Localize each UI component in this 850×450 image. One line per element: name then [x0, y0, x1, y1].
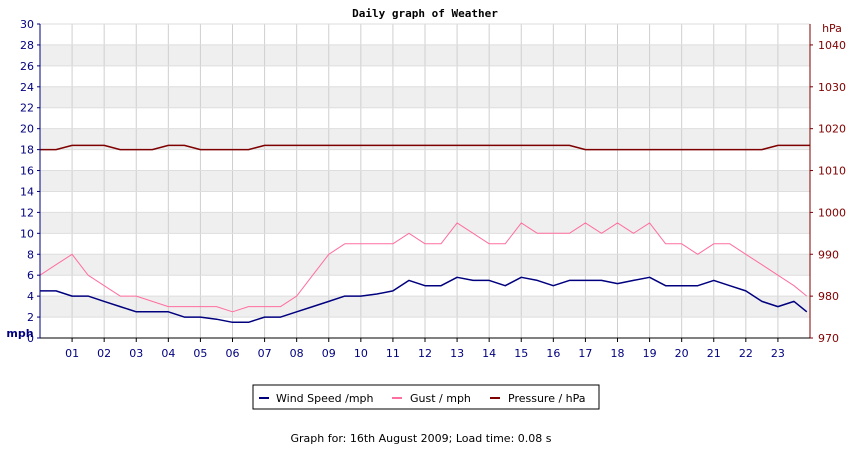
right-tick-label: 990 — [818, 248, 839, 261]
left-tick-label: 8 — [27, 248, 34, 261]
footer-note: Graph for: 16th August 2009; Load time: … — [291, 432, 552, 445]
x-tick-label: 12 — [418, 347, 432, 360]
series-line-gust — [39, 222, 808, 313]
x-tick-label: 18 — [611, 347, 625, 360]
x-tick-label: 11 — [386, 347, 400, 360]
legend-label-pressure: Pressure / hPa — [508, 392, 586, 405]
x-tick-label: 23 — [771, 347, 785, 360]
right-tick-label: 1020 — [818, 123, 846, 136]
x-tick-label: 08 — [290, 347, 304, 360]
x-tick-label: 05 — [193, 347, 207, 360]
x-tick-label: 21 — [707, 347, 721, 360]
left-axis-unit: mph — [6, 327, 33, 340]
left-tick-label: 6 — [27, 269, 34, 282]
legend-label-gust: Gust / mph — [410, 392, 471, 405]
series-line-pressure — [40, 144, 810, 151]
x-tick-label: 20 — [675, 347, 689, 360]
x-tick-label: 22 — [739, 347, 753, 360]
left-tick-label: 30 — [20, 18, 34, 31]
left-tick-label: 24 — [20, 81, 34, 94]
x-tick-label: 01 — [65, 347, 79, 360]
right-axis-ticks: 970 980 990 1000 1010 1020 1030 1040 — [810, 39, 846, 345]
x-tick-label: 15 — [514, 347, 528, 360]
x-tick-label: 14 — [482, 347, 496, 360]
left-tick-label: 16 — [20, 165, 34, 178]
x-tick-label: 19 — [643, 347, 657, 360]
left-tick-label: 14 — [20, 185, 34, 198]
x-tick-label: 09 — [322, 347, 336, 360]
left-tick-label: 2 — [27, 311, 34, 324]
x-tick-label: 16 — [546, 347, 560, 360]
legend-label-wind: Wind Speed /mph — [276, 392, 374, 405]
right-tick-label: 980 — [818, 290, 839, 303]
right-tick-label: 1010 — [818, 165, 846, 178]
left-tick-label: 10 — [20, 227, 34, 240]
x-tick-label: 04 — [161, 347, 175, 360]
x-tick-label: 13 — [450, 347, 464, 360]
right-axis-unit: hPa — [822, 22, 842, 35]
right-tick-label: 1000 — [818, 206, 846, 219]
left-tick-label: 20 — [20, 123, 34, 136]
x-tick-label: 02 — [97, 347, 111, 360]
left-tick-label: 4 — [27, 290, 34, 303]
legend-box — [252, 384, 600, 410]
x-tick-label: 06 — [226, 347, 240, 360]
chart-title: Daily graph of Weather — [352, 7, 498, 20]
right-tick-label: 1040 — [818, 39, 846, 52]
left-tick-label: 28 — [20, 39, 34, 52]
legend: Wind Speed /mph Gust / mph Pressure / hP… — [252, 384, 600, 410]
series-line-wind-speed — [40, 276, 808, 324]
right-tick-label: 970 — [818, 332, 839, 345]
left-tick-label: 26 — [20, 60, 34, 73]
x-tick-label: 10 — [354, 347, 368, 360]
left-tick-label: 12 — [20, 206, 34, 219]
left-tick-label: 18 — [20, 144, 34, 157]
right-tick-label: 1030 — [818, 81, 846, 94]
left-tick-label: 22 — [20, 102, 34, 115]
x-tick-label: 03 — [129, 347, 143, 360]
left-tick-label: 0 — [27, 332, 34, 345]
x-tick-label: 07 — [258, 347, 272, 360]
x-tick-label: 17 — [578, 347, 592, 360]
x-axis-ticks: 01 02 03 04 05 06 07 08 09 10 11 12 13 14 15 16 17 18 19 20… — [65, 338, 785, 360]
series-layer — [39, 144, 810, 324]
